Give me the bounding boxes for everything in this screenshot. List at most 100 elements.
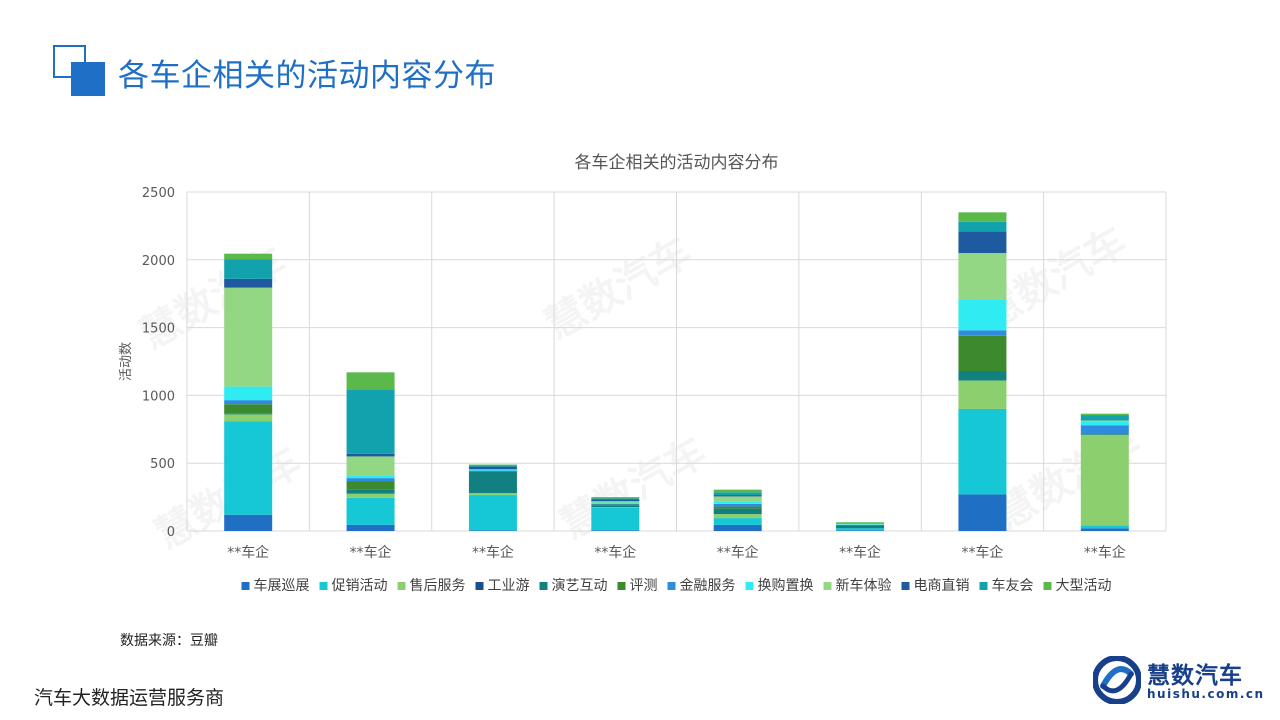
bar-segment: [224, 414, 273, 422]
bar-segment: [713, 492, 762, 496]
bar-segment: [1080, 415, 1129, 421]
bar-segment: [1080, 420, 1129, 422]
bar-segment: [1080, 433, 1129, 435]
legend-label: 工业游: [488, 578, 530, 594]
bar-segment: [1080, 525, 1129, 529]
legend-label: 促销活动: [332, 578, 388, 594]
bar-segment: [591, 502, 640, 504]
bar-segment: [468, 469, 517, 470]
bar-segment: [346, 489, 395, 494]
bar-segment: [713, 503, 762, 507]
x-tick-label: **车企: [350, 544, 392, 561]
bar-segment: [1080, 434, 1129, 526]
y-tick-label: 2000: [142, 254, 175, 269]
bar-segment: [346, 493, 395, 498]
bar-segment: [958, 330, 1007, 336]
legend-label: 金融服务: [680, 578, 736, 594]
y-tick-label: 0: [167, 525, 175, 540]
legend-label: 电商直销: [914, 577, 970, 594]
chart-title: 各车企相关的活动内容分布: [575, 153, 779, 173]
x-tick-label: **车企: [227, 544, 269, 561]
bar-segment: [468, 466, 517, 470]
bar-segment: [958, 335, 1007, 371]
bar-segment: [346, 372, 395, 390]
legend-label: 新车体验: [836, 577, 892, 594]
bar-segment: [958, 231, 1007, 254]
title-decoration-fill: [71, 62, 105, 96]
bar-segment: [713, 508, 762, 515]
bar-segment: [836, 530, 885, 531]
bar-segment: [1080, 413, 1129, 416]
bar-segment: [836, 528, 885, 531]
legend-swatch: [475, 582, 484, 590]
bar-segment: [713, 501, 762, 504]
bar-segment: [346, 497, 395, 525]
bar-segment: [468, 469, 517, 471]
bar-segment: [836, 525, 885, 529]
bar-segment: [958, 370, 1007, 381]
bar-segment: [713, 496, 762, 502]
y-tick-label: 2500: [142, 186, 175, 201]
bar-segment: [591, 530, 640, 531]
bar-segment: [346, 475, 395, 479]
bar-segment: [958, 408, 1007, 495]
bar-segment: [836, 523, 885, 525]
bar-segment: [468, 464, 517, 466]
bar-segment: [591, 499, 640, 502]
legend-label: 车展巡展: [254, 577, 310, 594]
page-title: 各车企相关的活动内容分布: [118, 58, 496, 94]
y-axis-label: 活动数: [119, 342, 134, 381]
bar-segment: [836, 524, 885, 525]
bar-segment: [713, 506, 762, 509]
bar-segment: [713, 489, 762, 493]
bar-segment: [468, 495, 517, 531]
bar-segment: [224, 413, 273, 415]
legend-swatch: [1043, 582, 1052, 590]
bar-segment: [591, 497, 640, 499]
bar-segment: [958, 299, 1007, 331]
bar-segment: [591, 507, 640, 508]
legend-swatch: [617, 582, 626, 590]
legend-swatch: [539, 582, 548, 590]
bar-segment: [346, 389, 395, 454]
legend-swatch: [823, 582, 832, 590]
bar-segment: [713, 495, 762, 497]
legend-swatch: [901, 582, 910, 590]
brand-logo-icon: [1093, 656, 1141, 704]
legend-label: 评测: [630, 578, 658, 594]
bar-segment: [468, 530, 517, 531]
x-tick-label: **车企: [594, 544, 636, 561]
bar-segment: [224, 386, 273, 401]
bar-segment: [468, 470, 517, 472]
bar-segment: [1080, 528, 1129, 531]
x-tick-label: **车企: [472, 544, 514, 561]
legend-label: 演艺互动: [552, 578, 608, 594]
legend-swatch: [745, 582, 754, 590]
legend-swatch: [397, 582, 406, 590]
brand-logo-url: huishu.com.cn: [1147, 687, 1265, 701]
y-tick-label: 500: [150, 457, 175, 472]
x-tick-label: **车企: [1084, 544, 1126, 561]
bar-segment: [836, 522, 885, 523]
legend-label: 换购置换: [758, 577, 814, 594]
title-decoration-outline: [53, 45, 86, 78]
bar-segment: [224, 287, 273, 387]
bar-segment: [591, 501, 640, 503]
bar-segment: [958, 221, 1007, 232]
legend-swatch: [979, 582, 988, 590]
bar-segment: [591, 505, 640, 508]
data-source: 数据来源：豆瓣: [120, 633, 218, 649]
legend-label: 车友会: [992, 577, 1034, 594]
bar-segment: [346, 453, 395, 457]
bar-segment: [836, 522, 885, 524]
y-tick-label: 1000: [142, 389, 175, 404]
brand-logo-name: 慧数汽车: [1147, 663, 1243, 689]
x-tick-label: **车企: [839, 544, 881, 561]
stacked-bar-chart: 慧数汽车慧数汽车慧数汽车慧数汽车慧数汽车慧数汽车各车企相关的活动内容分布0500…: [119, 153, 1167, 594]
bar-segment: [958, 380, 1007, 409]
bar-segment: [468, 493, 517, 496]
bar-segment: [713, 514, 762, 519]
legend-label: 售后服务: [410, 578, 466, 594]
bar-segment: [468, 471, 517, 494]
bar-segment: [224, 278, 273, 288]
